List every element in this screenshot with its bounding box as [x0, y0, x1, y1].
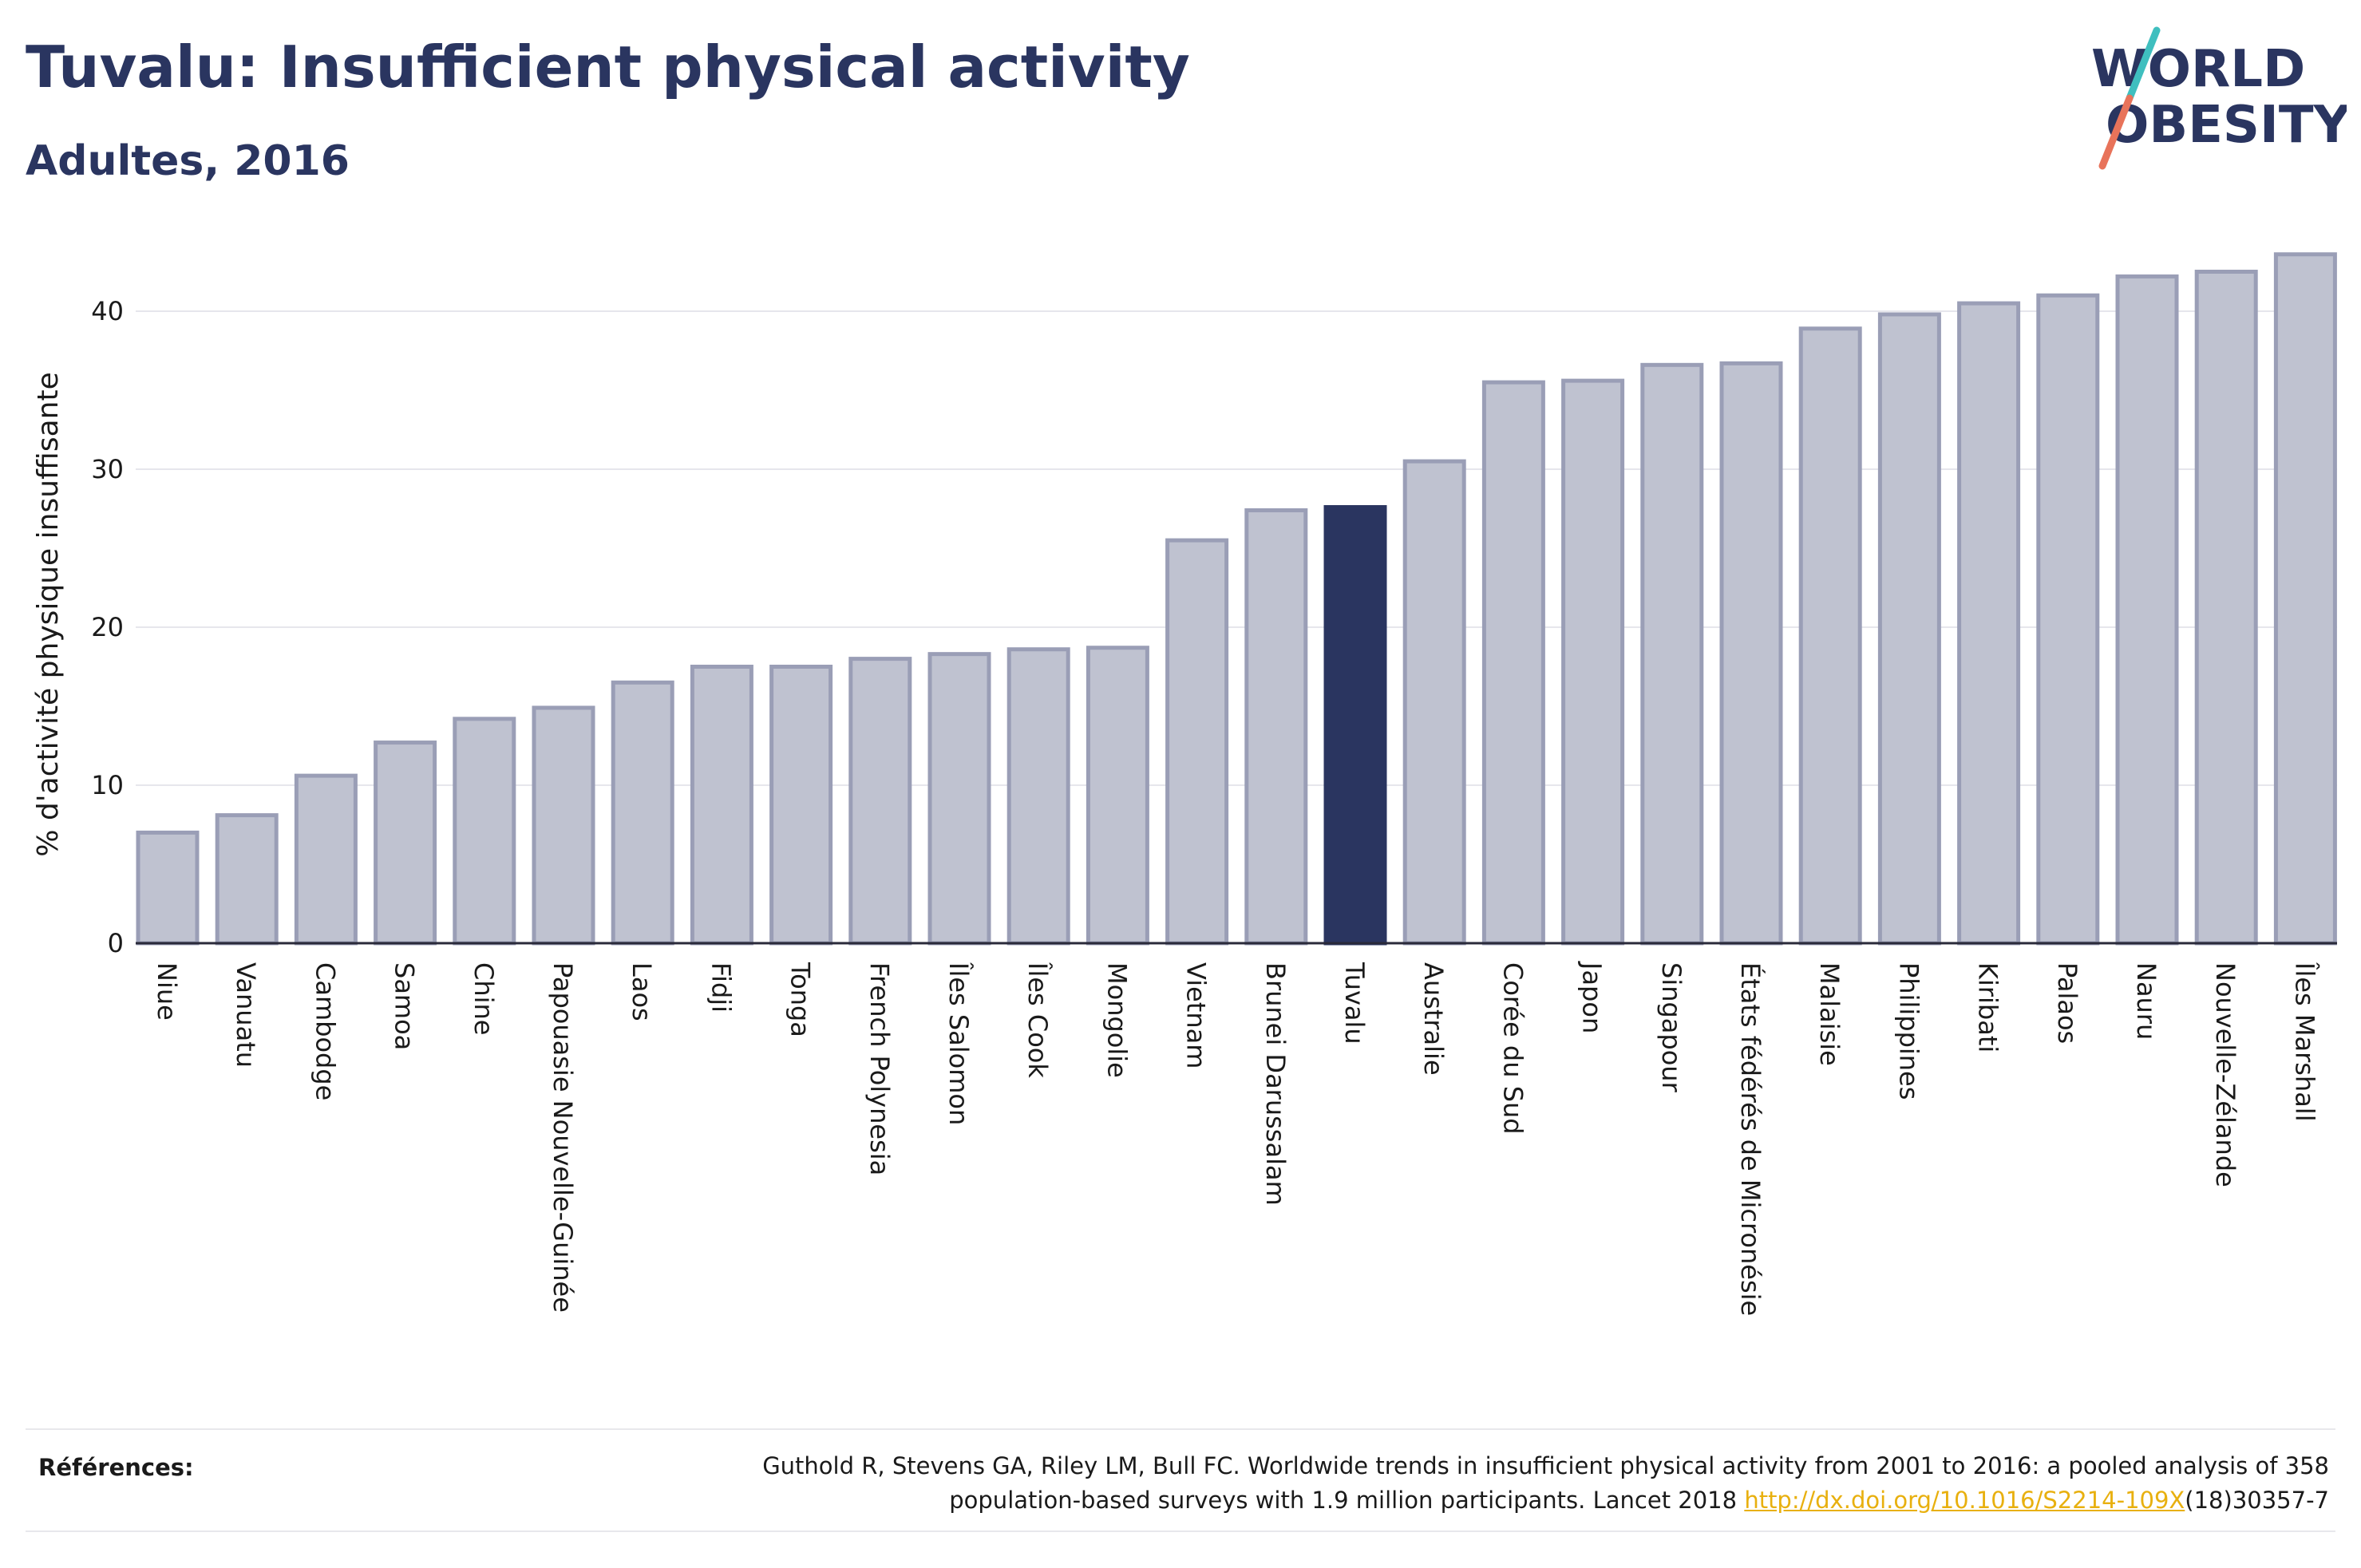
bar-21 — [1798, 326, 1862, 946]
bar-26 — [2194, 270, 2258, 946]
x-tick-label: Laos — [627, 962, 657, 1021]
bar-18 — [1561, 378, 1625, 946]
y-tick-labels: 0 10 20 30 40 — [91, 296, 124, 958]
bar-20 — [1719, 361, 1783, 946]
x-tick-label: Papouasie Nouvelle-Guinée — [548, 962, 578, 1313]
x-tick-label: Niue — [152, 962, 182, 1021]
x-tick-labels: Niue Vanuatu Cambodge Samoa Chine Papouasie N… — [152, 961, 2319, 1316]
x-tick-label: Fidji — [706, 962, 736, 1013]
bar-2 — [294, 773, 358, 946]
x-tick-label: Mongolie — [1101, 962, 1132, 1078]
y-tick-label: 30 — [91, 454, 124, 484]
x-tick-label: Îles Salomon — [943, 962, 974, 1125]
x-tick-label: Kiribati — [1973, 962, 2003, 1053]
bar-8 — [769, 665, 833, 946]
x-tick-label: French Polynesia — [864, 962, 895, 1175]
reference-line-2-prefix: population-based surveys with 1.9 millio… — [949, 1487, 1745, 1514]
bar-11 — [1006, 647, 1070, 946]
bar-9 — [848, 657, 912, 946]
y-tick-label: 40 — [91, 296, 124, 326]
bar-7 — [690, 665, 753, 946]
bar-chart: 0 10 20 30 40 Niue Vanuatu Cambodge Samoa Chine P… — [32, 252, 2337, 1316]
bar-3 — [374, 741, 437, 946]
bar-10 — [927, 652, 991, 946]
bar-6 — [611, 680, 674, 946]
bar-25 — [2115, 274, 2179, 946]
bar-4 — [453, 717, 516, 946]
references-text: Guthold R, Stevens GA, Riley LM, Bull FC… — [509, 1449, 2329, 1518]
svg-text:OBESITY: OBESITY — [2106, 96, 2347, 155]
x-tick-label: Vanuatu — [231, 962, 261, 1068]
x-tick-label: États fédérés de Micronésie — [1735, 962, 1766, 1316]
y-tick-label: 0 — [108, 928, 124, 958]
x-tick-label: Îles Cook — [1022, 962, 1053, 1078]
y-tick-label: 10 — [91, 770, 124, 800]
x-tick-label: Palaos — [2052, 962, 2082, 1044]
world-obesity-logo: WORLD OBESITY — [2091, 26, 2347, 170]
chart-subtitle: Adultes, 2016 — [26, 137, 350, 185]
bar-17 — [1481, 380, 1545, 946]
bar-5 — [532, 705, 595, 946]
x-tick-label: Îles Marshall — [2289, 962, 2319, 1122]
reference-line-2-suffix: (18)30357-7 — [2185, 1487, 2329, 1514]
x-tick-label: Chine — [469, 962, 499, 1035]
x-tick-label: Cambodge — [310, 962, 340, 1100]
y-axis-label: % d'activité physique insuffisante — [32, 372, 65, 856]
bar-13 — [1165, 538, 1229, 946]
chart-title: Tuvalu: Insufficient physical activity — [26, 34, 1190, 101]
bar-14 — [1244, 508, 1308, 946]
bar-24 — [2036, 293, 2100, 946]
x-tick-label: Samoa — [390, 962, 420, 1050]
bar-22 — [1877, 312, 1941, 946]
references-section: Références: Guthold R, Stevens GA, Riley… — [26, 1428, 2335, 1532]
bar-15 — [1323, 505, 1387, 946]
bar-16 — [1402, 459, 1466, 946]
bar-27 — [2273, 252, 2337, 946]
x-tick-label: Nouvelle-Zélande — [2210, 962, 2240, 1187]
bar-1 — [215, 813, 279, 946]
reference-line-1: Guthold R, Stevens GA, Riley LM, Bull FC… — [762, 1452, 2329, 1479]
x-tick-label: Nauru — [2131, 962, 2161, 1040]
x-tick-label: Tonga — [785, 962, 816, 1037]
x-tick-label: Singapour — [1656, 962, 1687, 1093]
bars — [136, 252, 2337, 946]
x-tick-label: Japon — [1577, 961, 1608, 1033]
doi-link[interactable]: http://dx.doi.org/10.1016/S2214-109X — [1744, 1487, 2185, 1514]
bar-23 — [1957, 301, 2021, 946]
x-tick-label: Philippines — [1893, 962, 1924, 1100]
x-tick-label: Corée du Sud — [1497, 962, 1528, 1135]
x-tick-label: Tuvalu — [1339, 962, 1370, 1045]
x-tick-label: Vietnam — [1181, 962, 1212, 1068]
x-tick-label: Brunei Darussalam — [1260, 962, 1291, 1206]
bar-19 — [1640, 362, 1704, 946]
svg-text:WORLD: WORLD — [2091, 40, 2305, 99]
bar-12 — [1086, 646, 1149, 946]
y-tick-label: 20 — [91, 612, 124, 642]
references-label: Références: — [38, 1454, 194, 1481]
x-tick-label: Malaisie — [1814, 962, 1845, 1066]
x-tick-label: Australie — [1418, 962, 1449, 1076]
bar-0 — [136, 830, 200, 946]
